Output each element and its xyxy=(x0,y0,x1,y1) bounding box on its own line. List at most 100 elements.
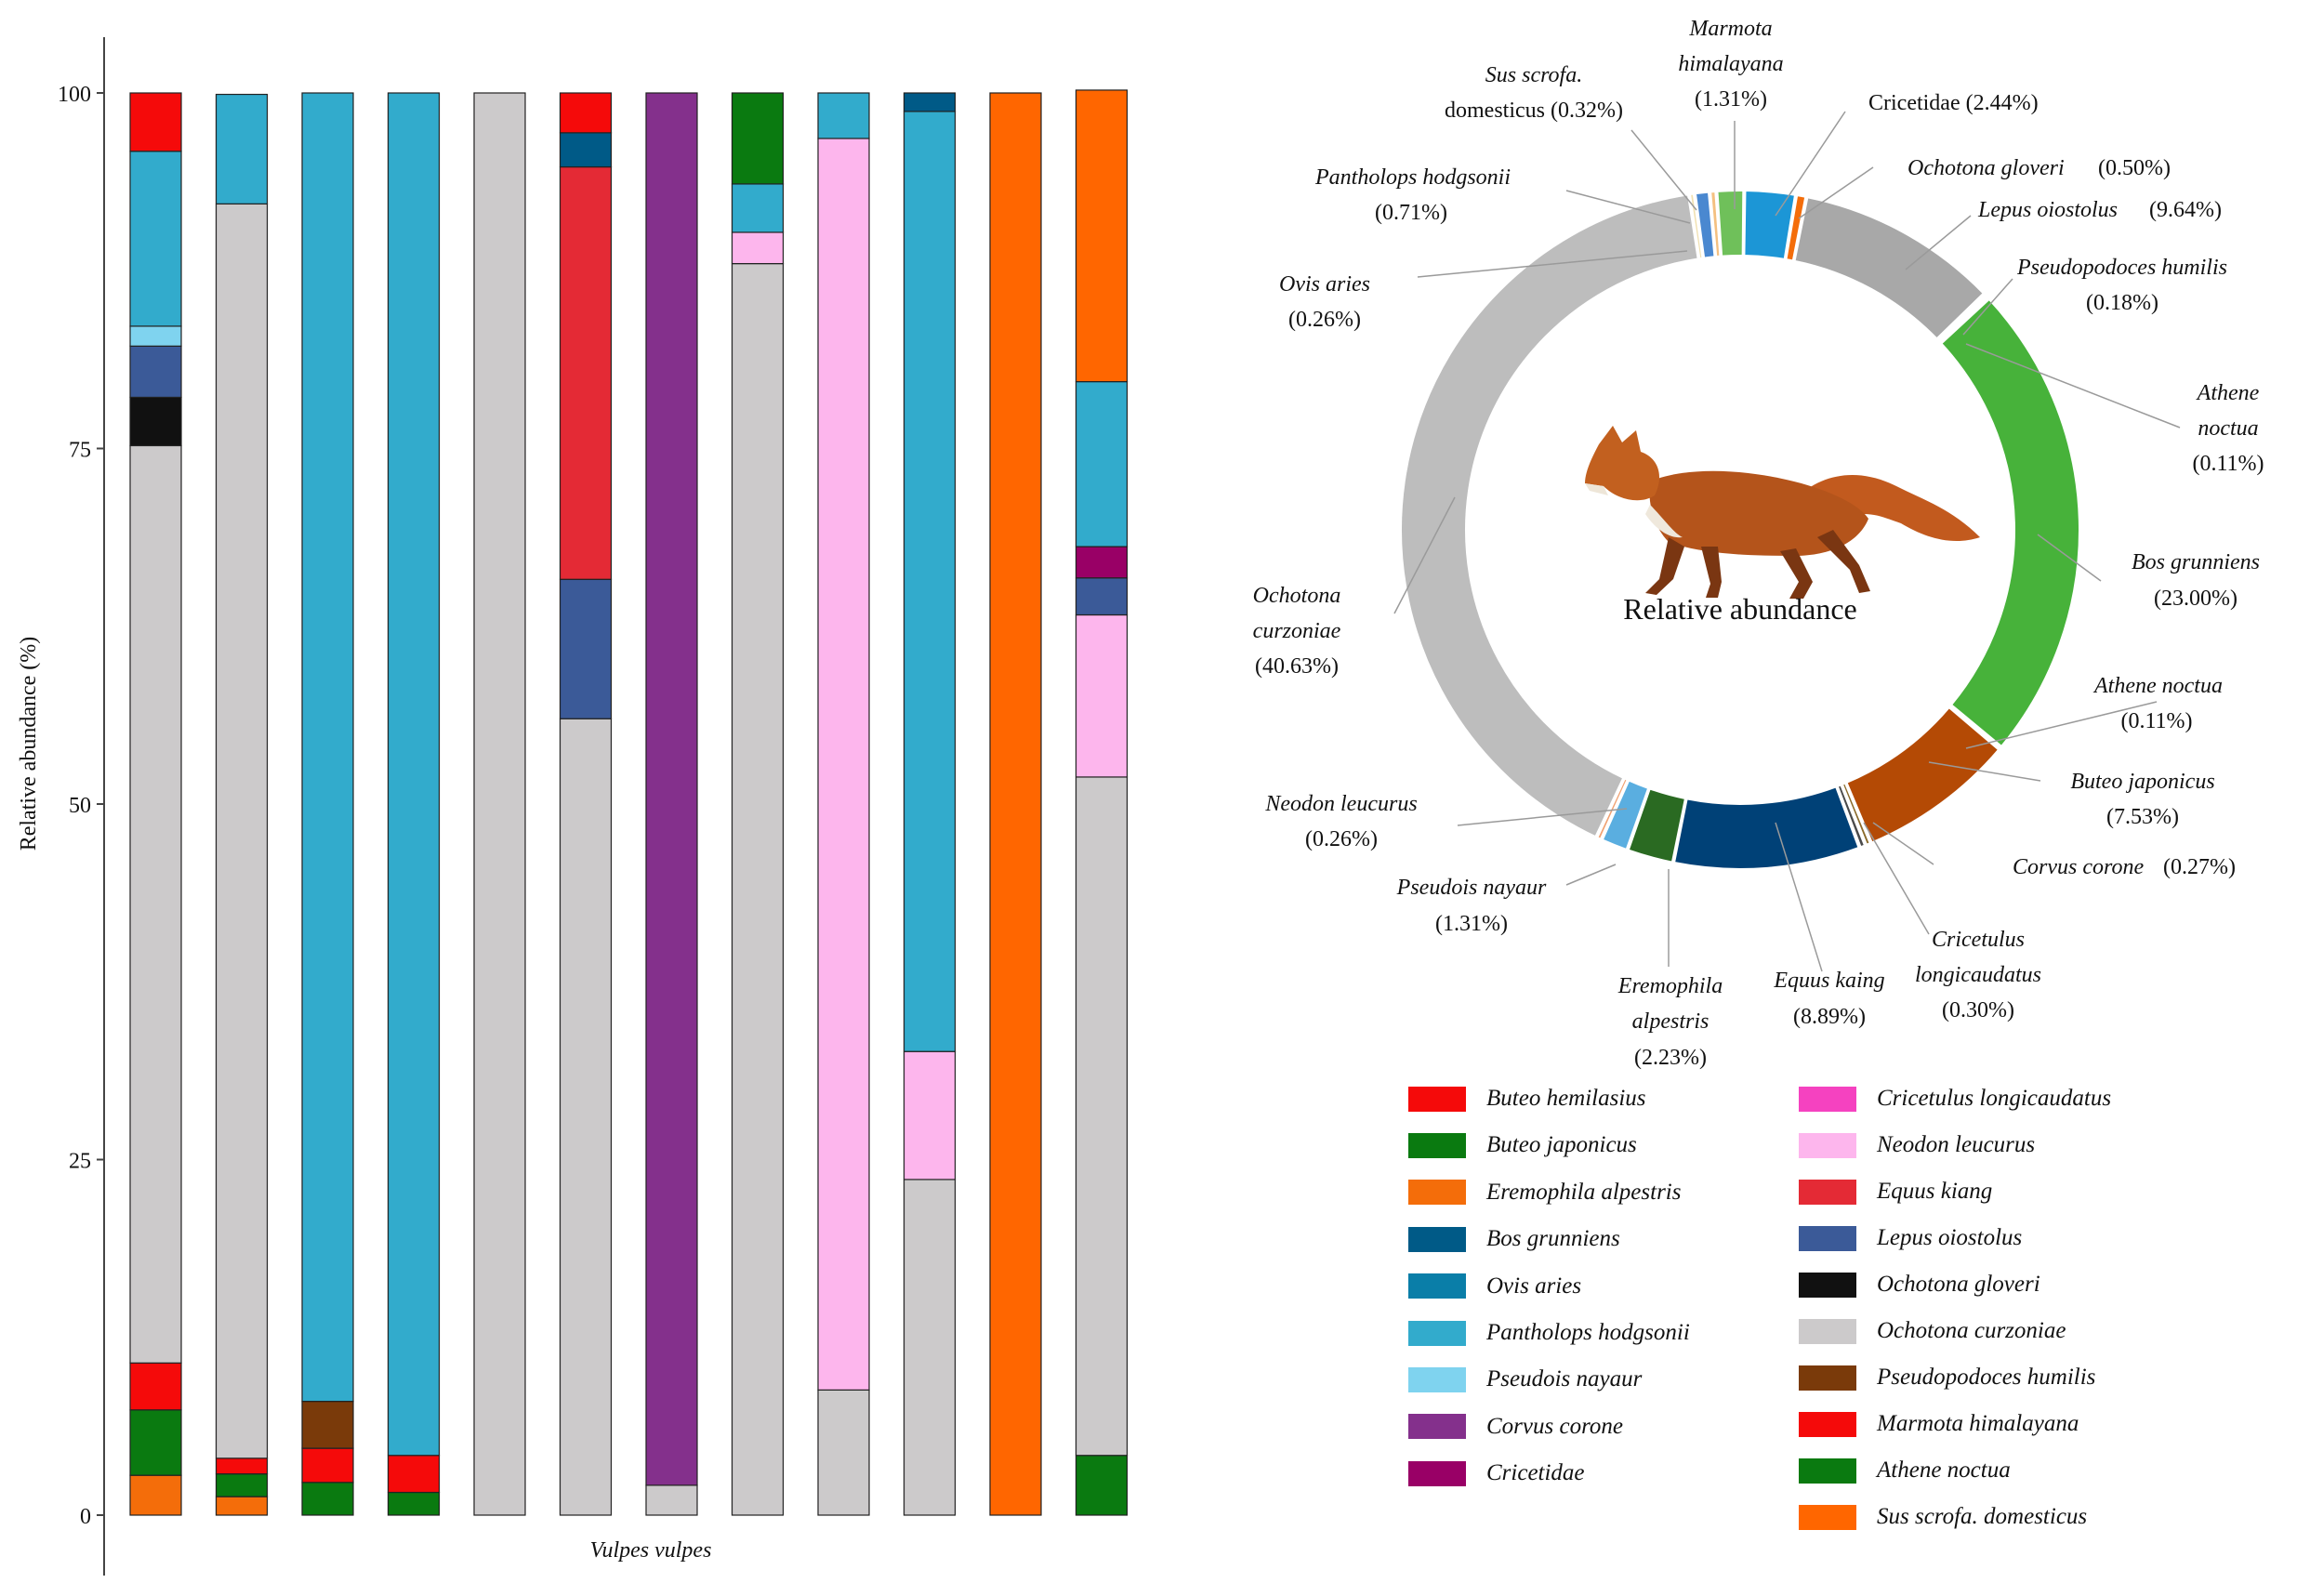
legend-swatch xyxy=(1408,1460,1466,1486)
label-buteo-name: Buteo japonicus xyxy=(2070,770,2214,794)
label-sus-1: Sus scrofa. xyxy=(1485,63,1582,87)
slice-pseudopodoces-humilis-3 xyxy=(1936,293,1987,343)
donut-center-label: Relative abundance xyxy=(1623,592,1856,626)
label-ovis-name: Ovis aries xyxy=(1279,272,1370,297)
bar-10-segment-neodon-leucurus xyxy=(903,1050,957,1181)
legend-item-athene-noctua: Athene noctua xyxy=(1799,1457,2011,1484)
bar-9-segment-ochotona-curzoniae xyxy=(817,1389,870,1516)
legend-swatch xyxy=(1799,1504,1856,1530)
leader-pseudois xyxy=(1565,864,1617,886)
bar-12-segment-cricetidae xyxy=(1075,546,1129,579)
label-marmota-3: (1.31%) xyxy=(1695,87,1767,112)
legend-item-buteo-hemilasius: Buteo hemilasius xyxy=(1408,1085,1646,1113)
label-equus-name: Equus kaing xyxy=(1773,969,1884,993)
leader-neodon xyxy=(1457,808,1628,826)
label-eremophila-c: (2.23%) xyxy=(1634,1046,1707,1070)
slice-neodon-leucurus-13 xyxy=(1596,777,1629,840)
bar-12-segment-lepus-oiostolus xyxy=(1075,577,1129,616)
legend-swatch xyxy=(1799,1272,1856,1298)
bar-12-segment-athene-noctua xyxy=(1075,1455,1129,1516)
legend-item-pseudois-nayaur: Pseudois nayaur xyxy=(1408,1365,1642,1393)
fox-illustration xyxy=(1585,426,1980,599)
y-axis-ticks: 0 25 50 75 100 xyxy=(58,83,104,1529)
slice-athene-noctua-6 xyxy=(1948,705,2002,750)
donut-labels: Marmota himalayana (1.31%) Sus scrofa. d… xyxy=(1253,17,2264,1070)
leader-sus xyxy=(1630,129,1697,211)
label-corvus-val: (0.27%) xyxy=(2163,855,2236,879)
slice-corvus-corone-8 xyxy=(1841,782,1872,847)
y-tick-label-0: 0 xyxy=(80,1505,91,1529)
legend-item-pantholops-hodgsonii: Pantholops hodgsonii xyxy=(1408,1319,1690,1347)
bar-1-segment-athene-noctua xyxy=(129,1409,182,1476)
label-pseudois-name: Pseudois nayaur xyxy=(1396,876,1547,900)
slice-lepus-oiostolus-2 xyxy=(1793,196,1986,340)
legend-label: Athene noctua xyxy=(1877,1458,2011,1483)
bar-3-segment-buteo-hemilasius xyxy=(301,1447,354,1484)
label-corvus-name: Corvus corone xyxy=(2013,855,2144,879)
slice-cricetulus-longicaudatus-9 xyxy=(1836,784,1867,849)
slice-ochotona-gloveri-1 xyxy=(1785,194,1807,262)
label-ochotona-c: (40.63%) xyxy=(1255,654,1339,679)
leader-cricetulus xyxy=(1863,822,1930,935)
legend-swatch xyxy=(1799,1458,1856,1484)
slice-buteo-japonicus-7 xyxy=(1845,706,2000,844)
bar-6-segment-marmota-himalayana xyxy=(559,92,613,134)
legend-swatch xyxy=(1408,1414,1466,1440)
bar-12-segment-pantholops-hodgsonii xyxy=(1075,380,1129,547)
legend-swatch xyxy=(1799,1318,1856,1344)
legend-label: Ochotona curzoniae xyxy=(1877,1318,2066,1343)
legend-swatch xyxy=(1799,1179,1856,1205)
legend-label: Cricetidae xyxy=(1486,1460,1585,1486)
legend-swatch xyxy=(1799,1411,1856,1437)
leader-gloveri xyxy=(1798,166,1874,219)
slice-pseudois-nayaur-12 xyxy=(1601,779,1650,851)
bar-10-segment-ochotona-curzoniae xyxy=(903,1179,957,1516)
legend-label: Pantholops hodgsonii xyxy=(1486,1320,1690,1345)
label-ochotona-a: Ochotona xyxy=(1253,584,1341,608)
label-ochotona-b: curzoniae xyxy=(1253,619,1341,643)
label-neodon-name: Neodon leucurus xyxy=(1264,792,1417,816)
label-athene2-val: (0.11%) xyxy=(2120,709,2192,733)
donut-slices xyxy=(1400,190,2080,870)
legend-swatch xyxy=(1799,1132,1856,1158)
label-eremophila-a: Eremophila xyxy=(1617,974,1723,998)
label-eremophila-b: alpestris xyxy=(1632,1009,1710,1034)
bar-8-segment-pantholops-hodgsonii xyxy=(731,183,785,233)
legend-label: Equus kiang xyxy=(1877,1179,1993,1204)
label-pseudopodoces-name: Pseudopodoces humilis xyxy=(2016,256,2227,280)
bar-1-segment-pseudois-nayaur xyxy=(129,325,182,347)
slice-athene-noctua-4 xyxy=(1938,296,1989,344)
legend-swatch xyxy=(1408,1320,1466,1346)
bar-1-segment-ochotona-gloveri xyxy=(129,396,182,447)
legend-swatch xyxy=(1408,1226,1466,1252)
bar-1-segment-ochotona-curzoniae xyxy=(129,444,182,1364)
legend-swatch xyxy=(1408,1086,1466,1112)
label-cricetulus-c: (0.30%) xyxy=(1942,998,2014,1022)
label-pseudois-val: (1.31%) xyxy=(1435,912,1508,936)
legend-label: Ovis aries xyxy=(1486,1273,1582,1299)
bar-7-segment-corvus-corone xyxy=(645,92,698,1486)
label-marmota-1: Marmota xyxy=(1688,17,1772,41)
label-gloveri-val: (0.50%) xyxy=(2098,156,2171,180)
leader-athene1 xyxy=(1965,343,2181,429)
bar-3-segment-pantholops-hodgsonii xyxy=(301,92,354,1403)
bar-4-segment-pantholops-hodgsonii xyxy=(387,92,441,1457)
legend-item-ovis-aries: Ovis aries xyxy=(1408,1273,1581,1300)
y-tick-label-25: 25 xyxy=(69,1150,91,1174)
label-ovis-val: (0.26%) xyxy=(1288,308,1361,332)
legend-label: Pseudois nayaur xyxy=(1486,1366,1643,1392)
label-neodon-val: (0.26%) xyxy=(1305,827,1378,851)
legend-label: Bos grunniens xyxy=(1486,1226,1620,1252)
bar-6-segment-equus-kiang xyxy=(559,165,613,580)
legend-item-marmota-himalayana: Marmota himalayana xyxy=(1799,1410,2079,1438)
label-cricetidae: Cricetidae (2.44%) xyxy=(1868,91,2039,115)
legend-label: Corvus corone xyxy=(1486,1413,1623,1439)
legend-swatch xyxy=(1408,1180,1466,1206)
y-axis-label: Relative abundance (%) xyxy=(17,637,41,851)
slice-pantholops-hodgsonii-16 xyxy=(1694,191,1716,259)
bar-7-segment-ochotona-curzoniae xyxy=(645,1484,698,1516)
bars-group xyxy=(129,89,1129,1516)
label-buteo-val: (7.53%) xyxy=(2106,805,2179,829)
legend-item-sus-scrofa-domesticus: Sus scrofa. domesticus xyxy=(1799,1503,2087,1531)
leader-athene2 xyxy=(1965,701,2158,749)
